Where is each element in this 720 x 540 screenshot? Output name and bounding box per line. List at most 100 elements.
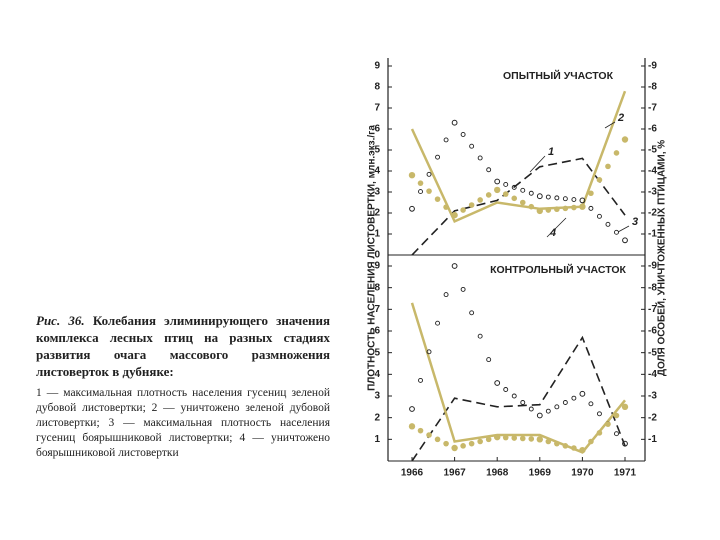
data-point [579, 197, 586, 204]
y-tick-label: 9 [374, 261, 380, 272]
y2-tick-label: -3 [648, 391, 657, 402]
series-dot-trail [554, 440, 560, 447]
y-tick-label: 5 [374, 145, 380, 156]
series-dot-trail [486, 357, 492, 363]
data-point [621, 403, 629, 411]
data-point [579, 390, 586, 397]
series-dot-trail [562, 205, 569, 212]
y2-tick-label: -4 [648, 166, 657, 177]
y2-tick-label: -1 [648, 229, 657, 240]
caption-title: Рис. 36. Колебания элиминирующего значен… [36, 312, 330, 380]
series-dot-trail [502, 434, 509, 441]
y2-tick-label: -3 [648, 187, 657, 198]
y-tick-label: 3 [374, 187, 380, 198]
series-dot-trail [426, 171, 432, 177]
series-dot-trail [460, 132, 466, 137]
y-tick-label: 7 [374, 103, 380, 114]
y-tick-label: 9 [374, 61, 380, 72]
series-dot-trail [426, 349, 432, 355]
y-tick-label: 8 [374, 282, 380, 293]
series-label-leader [604, 121, 616, 129]
series-dot-trail [477, 333, 483, 339]
y-tick-label: 0 [374, 250, 380, 261]
series-dot-trail [519, 435, 526, 442]
caption-label: Рис. 36. [36, 313, 85, 328]
series-dot-trail [477, 438, 483, 445]
data-point [409, 406, 415, 412]
series-dot-trail [460, 286, 466, 292]
y2-tick-label: -9 [648, 61, 657, 72]
series-dot-trail [502, 191, 509, 197]
series-dot-trail [511, 393, 517, 399]
series-dot-trail [545, 194, 551, 200]
series-dot-trail [588, 205, 594, 211]
data-point [451, 444, 458, 452]
series-dot-trail [614, 431, 619, 437]
data-point [622, 237, 628, 244]
y2-tick-label: -9 [648, 261, 657, 272]
y2-tick-label: -1 [648, 434, 657, 445]
series-label: 3 [632, 216, 638, 228]
series-dot-trail [443, 137, 449, 143]
series-dot-trail [528, 190, 534, 196]
series-dot-trail [605, 163, 611, 170]
x-tick-label: 1971 [614, 468, 637, 479]
series-dot-trail [469, 143, 475, 149]
series-dot-trail [503, 181, 509, 187]
data-point [536, 193, 543, 200]
series-dot-trail [426, 188, 432, 194]
series-dot-trail [545, 408, 551, 414]
data-point [536, 412, 543, 419]
series-dot-trail [562, 443, 569, 449]
series-dot-trail [417, 180, 424, 186]
y-tick-label: 1 [374, 434, 380, 445]
series-dot-trail [443, 204, 449, 210]
y-tick-label: 4 [374, 166, 380, 177]
y2-tick-label: -4 [648, 369, 657, 380]
series-dot-trail [554, 404, 560, 410]
series-dot-trail [571, 445, 577, 451]
y-tick-label: 6 [374, 124, 380, 135]
series-dot-trail [511, 435, 518, 441]
series-dot-trail [605, 221, 611, 227]
data-point [536, 207, 543, 215]
series-label-leader [546, 217, 567, 238]
y2-tick-label: -7 [648, 103, 657, 114]
y-tick-label: 7 [374, 304, 380, 315]
series-dot-trail [613, 412, 620, 419]
series-dot-trail [418, 189, 423, 195]
series-dot-trail [614, 229, 619, 235]
series-dot-trail [468, 202, 475, 208]
series-label: 4 [549, 227, 556, 239]
series-dot-trail [596, 430, 603, 436]
y-tick-label: 2 [374, 208, 380, 219]
data-point [451, 119, 458, 126]
y2-tick-label: -2 [648, 412, 657, 423]
series-dot-trail [571, 395, 577, 401]
series-dot-trail [417, 427, 424, 434]
series-dot-trail [562, 400, 568, 405]
series-dot-trail [528, 406, 534, 412]
data-point [451, 263, 458, 269]
data-point [494, 186, 501, 194]
y-tick-label: 2 [374, 412, 380, 423]
series-dot-trail [571, 204, 577, 211]
series-dot-trail [443, 440, 449, 447]
y-tick-label: 6 [374, 326, 380, 337]
y2-tick-label: -6 [648, 124, 657, 135]
series-dot-trail [460, 207, 466, 213]
data-point [621, 136, 629, 143]
data-point [408, 172, 416, 179]
series-dot-trail [554, 206, 560, 213]
x-tick-label: 1968 [486, 468, 509, 479]
y-tick-label: 1 [374, 229, 380, 240]
y-tick-label: 4 [374, 369, 380, 380]
data-point [494, 380, 501, 386]
series-line [411, 157, 626, 256]
y-axis-label: ПЛОТНОСТЬ НАСЕЛЕНИЯ ЛИСТОВЕРТКИ, млн.экз… [367, 125, 378, 391]
series-dot-trail [596, 213, 602, 219]
series-dot-trail [426, 432, 432, 438]
series-dot-trail [562, 196, 568, 202]
